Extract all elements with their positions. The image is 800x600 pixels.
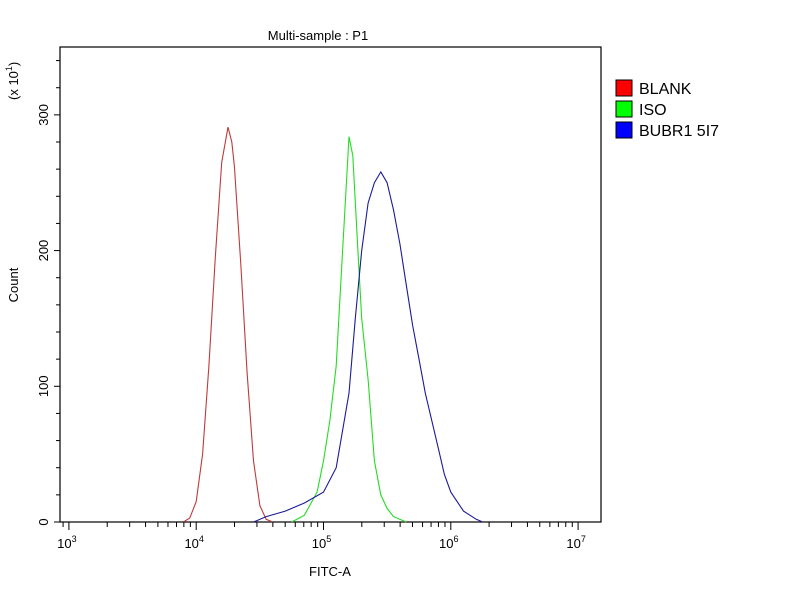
x-tick-exp: 5 — [326, 534, 331, 544]
x-tick-label: 106 — [439, 534, 458, 551]
legend-swatch — [615, 121, 633, 139]
series-line-blank — [183, 126, 273, 523]
series-line-bubr1-5i7 — [253, 170, 483, 523]
x-tick-base: 10 — [439, 536, 453, 551]
y-multiplier-base: (x 10 — [6, 71, 21, 100]
x-tick-base: 10 — [184, 536, 198, 551]
x-tick-exp: 4 — [199, 534, 204, 544]
chart-title: Multi-sample : P1 — [268, 28, 368, 43]
legend-label: ISO — [639, 102, 667, 119]
x-tick-label: 104 — [184, 534, 203, 551]
y-tick-label: 200 — [36, 240, 51, 262]
legend-swatch — [615, 100, 633, 118]
x-tick-label: 107 — [566, 534, 585, 551]
y-multiplier: (x 101) — [4, 62, 21, 100]
x-tick-base: 10 — [312, 536, 326, 551]
x-tick-base: 10 — [566, 536, 580, 551]
x-axis-label: FITC-A — [309, 564, 351, 579]
x-tick-exp: 7 — [581, 534, 586, 544]
series-line-iso — [291, 136, 407, 523]
x-tick-exp: 3 — [72, 534, 77, 544]
y-tick-label: 100 — [36, 375, 51, 397]
legend: BLANK ISO BUBR1 5I7 — [615, 79, 719, 140]
x-tick-label: 105 — [312, 534, 331, 551]
legend-label: BLANK — [639, 81, 692, 98]
legend-swatch — [615, 79, 633, 97]
y-multiplier-exp: 1 — [4, 66, 14, 71]
x-tick-base: 10 — [57, 536, 71, 551]
plot-frame — [59, 46, 602, 523]
x-tick-exp: 6 — [454, 534, 459, 544]
y-tick-label: 0 — [36, 518, 51, 525]
y-tick-label: 300 — [36, 104, 51, 126]
y-axis-label: Count — [6, 267, 21, 302]
x-tick-label: 103 — [57, 534, 76, 551]
legend-label: BUBR1 5I7 — [639, 123, 719, 140]
